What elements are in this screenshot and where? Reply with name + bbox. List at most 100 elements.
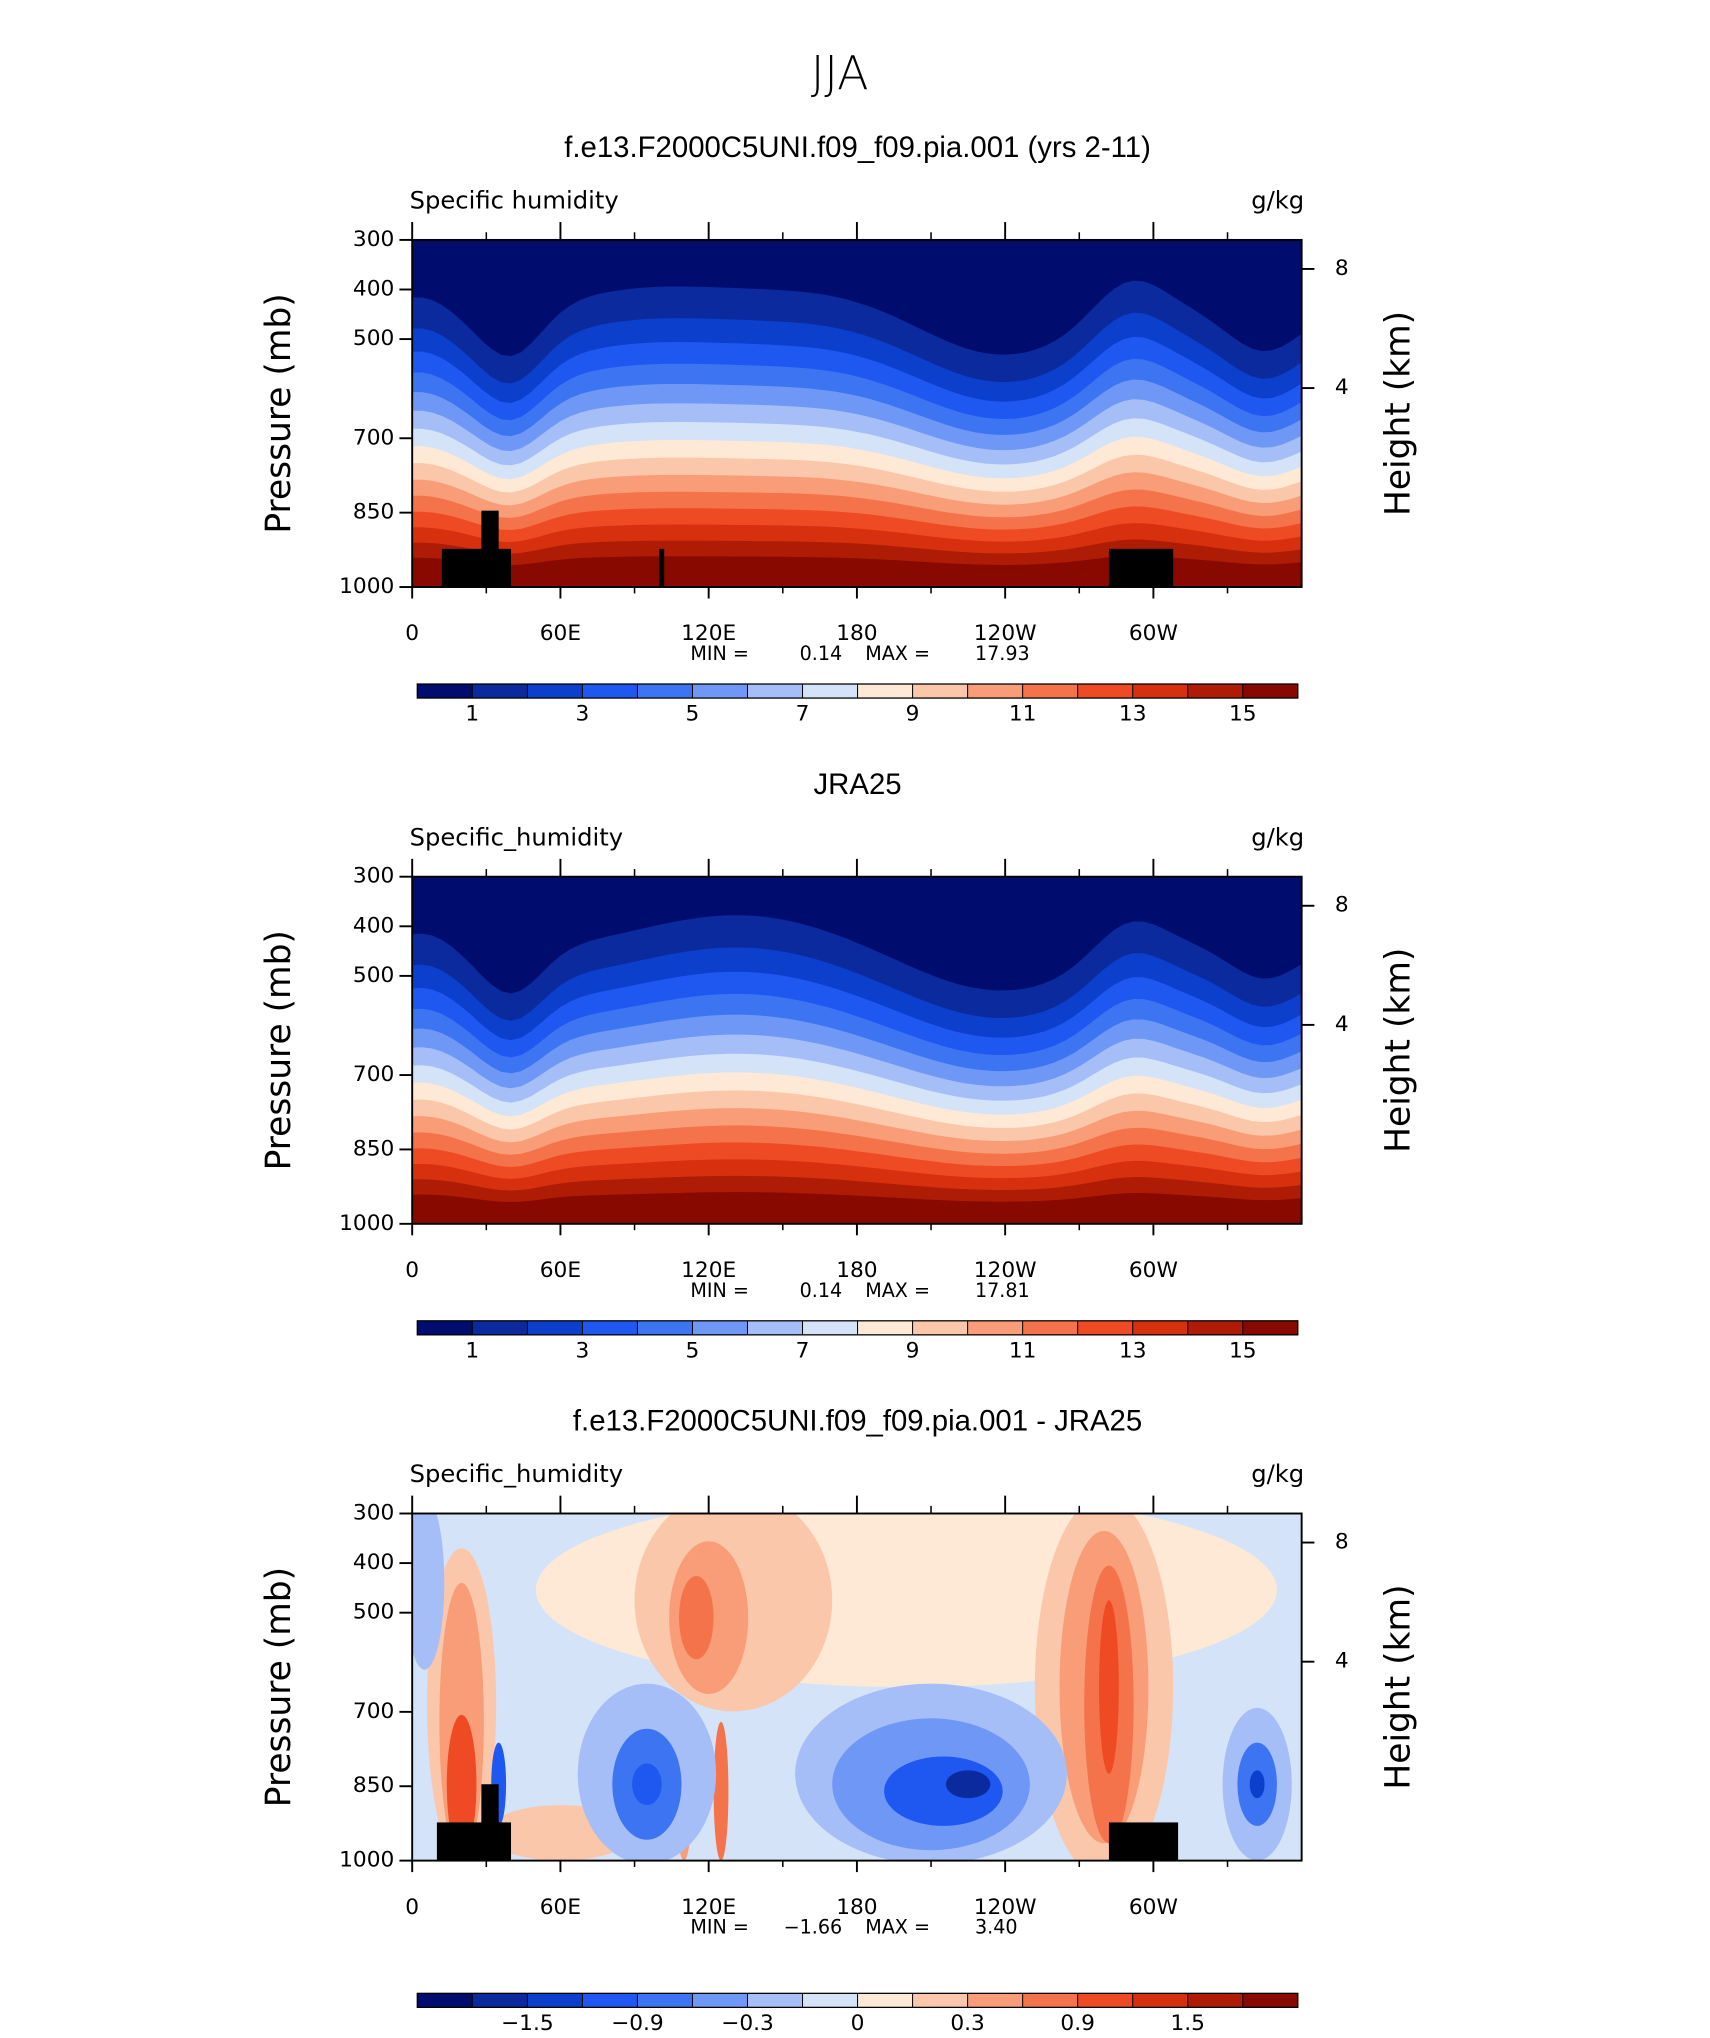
colorbar-segment — [527, 1993, 583, 2008]
colorbar-segment — [637, 684, 693, 699]
colorbar-segment — [802, 684, 858, 699]
colorbar-tick-label: 1 — [465, 1338, 479, 1363]
colorbar-tick-label: 13 — [1119, 702, 1147, 727]
x-tick-label: 120W — [974, 621, 1037, 646]
page-title: JJA — [811, 46, 869, 100]
contour-fill — [412, 1192, 1302, 1224]
topography — [659, 548, 665, 588]
colorbar-segment — [857, 1993, 913, 2008]
contour-field — [412, 1513, 1302, 1861]
topography — [1108, 1822, 1179, 1861]
left-label: Specific_humidity — [410, 1459, 623, 1488]
contour-fill — [412, 1513, 445, 1670]
y-tick-label: 400 — [353, 913, 394, 938]
y2-axis-label: Height (km) — [1378, 1584, 1418, 1789]
y-tick-label: 1000 — [339, 574, 394, 599]
x-tick-label: 180 — [836, 1258, 877, 1283]
panel-title: JRA25 — [814, 768, 902, 801]
colorbar-segment — [1187, 684, 1243, 699]
colorbar-segment — [472, 684, 528, 699]
colorbar-segment — [417, 1993, 473, 2008]
colorbar-tick-label: 5 — [686, 1338, 700, 1363]
colorbar-segment — [912, 1993, 968, 2008]
colorbar-tick-label: 3 — [575, 702, 589, 727]
colorbar-segment — [967, 1320, 1023, 1335]
colorbar-segment — [582, 1320, 638, 1335]
colorbar-segment — [1022, 684, 1078, 699]
x-tick-label: 0 — [405, 621, 419, 646]
contour-fill — [945, 1770, 991, 1799]
x-tick-label: 60E — [540, 1258, 581, 1283]
x-tick-label: 120W — [974, 1895, 1037, 1920]
colorbar-segment — [747, 684, 803, 699]
y-tick-label: 850 — [353, 1773, 394, 1798]
colorbar-segment — [912, 1320, 968, 1335]
y2-tick-label: 8 — [1335, 893, 1349, 918]
colorbar-tick-label: 0.9 — [1060, 2011, 1094, 2036]
topography — [481, 1784, 499, 1861]
right-label: g/kg — [1251, 186, 1304, 215]
colorbar-segment — [857, 1320, 913, 1335]
colorbar-tick-label: 1.5 — [1170, 2011, 1204, 2036]
colorbar-segment — [637, 1320, 693, 1335]
topography — [441, 548, 512, 588]
y-tick-label: 400 — [353, 1550, 394, 1575]
y-tick-label: 700 — [353, 1062, 394, 1087]
colorbar-segment — [1187, 1993, 1243, 2008]
y-axis-label: Pressure (mb) — [259, 293, 299, 533]
x-tick-label: 60W — [1129, 1895, 1178, 1920]
contour-fill — [1249, 1770, 1265, 1799]
y-tick-label: 1000 — [339, 1848, 394, 1873]
panel-title: f.e13.F2000C5UNI.f09_f09.pia.001 - JRA25 — [573, 1405, 1142, 1438]
colorbar-tick-label: 7 — [796, 702, 810, 727]
left-label: Specific_humidity — [410, 822, 623, 851]
colorbar-segment — [1077, 1993, 1133, 2008]
contour-field — [412, 876, 1302, 1224]
x-tick-label: 180 — [836, 621, 877, 646]
colorbar-tick-label: 1 — [465, 702, 479, 727]
colorbar-tick-label: 13 — [1119, 1338, 1147, 1363]
x-tick-label: 0 — [405, 1895, 419, 1920]
left-label: Specific humidity — [410, 186, 619, 215]
colorbar-segment — [692, 684, 748, 699]
colorbar-segment — [1022, 1320, 1078, 1335]
y2-tick-label: 4 — [1335, 1012, 1349, 1037]
y2-axis-label: Height (km) — [1378, 311, 1418, 516]
colorbar-segment — [1132, 1320, 1188, 1335]
colorbar-segment — [582, 1993, 638, 2008]
min-label: MIN = — [690, 1916, 749, 1939]
max-value: 3.40 — [975, 1916, 1018, 1939]
x-tick-label: 120E — [681, 621, 736, 646]
max-value: 17.81 — [975, 1279, 1030, 1302]
x-tick-label: 120W — [974, 1258, 1037, 1283]
y-tick-label: 700 — [353, 425, 394, 450]
colorbar-tick-label: −0.9 — [611, 2011, 664, 2036]
colorbar-tick-label: 11 — [1009, 1338, 1037, 1363]
y-tick-label: 300 — [353, 227, 394, 252]
y2-tick-label: 4 — [1335, 375, 1349, 400]
x-tick-label: 60E — [540, 1895, 581, 1920]
colorbar-tick-label: 9 — [906, 1338, 920, 1363]
contour-fill — [446, 1714, 477, 1854]
x-tick-label: 0 — [405, 1258, 419, 1283]
colorbar-segment — [802, 1320, 858, 1335]
min-value: −1.66 — [784, 1916, 843, 1939]
y-tick-label: 500 — [353, 1600, 394, 1625]
colorbar-tick-label: −1.5 — [501, 2011, 554, 2036]
colorbar-segment — [582, 684, 638, 699]
y-tick-label: 850 — [353, 1136, 394, 1161]
colorbar-segment — [912, 684, 968, 699]
y-tick-label: 850 — [353, 500, 394, 525]
contour-fill — [713, 1721, 729, 1861]
topography — [481, 510, 499, 588]
colorbar-tick-label: 5 — [686, 702, 700, 727]
x-tick-label: 120E — [681, 1258, 736, 1283]
contour-fill — [1099, 1600, 1119, 1774]
colorbar-segment — [1132, 1993, 1188, 2008]
topography — [436, 1822, 512, 1861]
y-tick-label: 300 — [353, 864, 394, 889]
colorbar-segment — [527, 684, 583, 699]
colorbar-tick-label: 11 — [1009, 702, 1037, 727]
y-tick-label: 1000 — [339, 1211, 394, 1236]
